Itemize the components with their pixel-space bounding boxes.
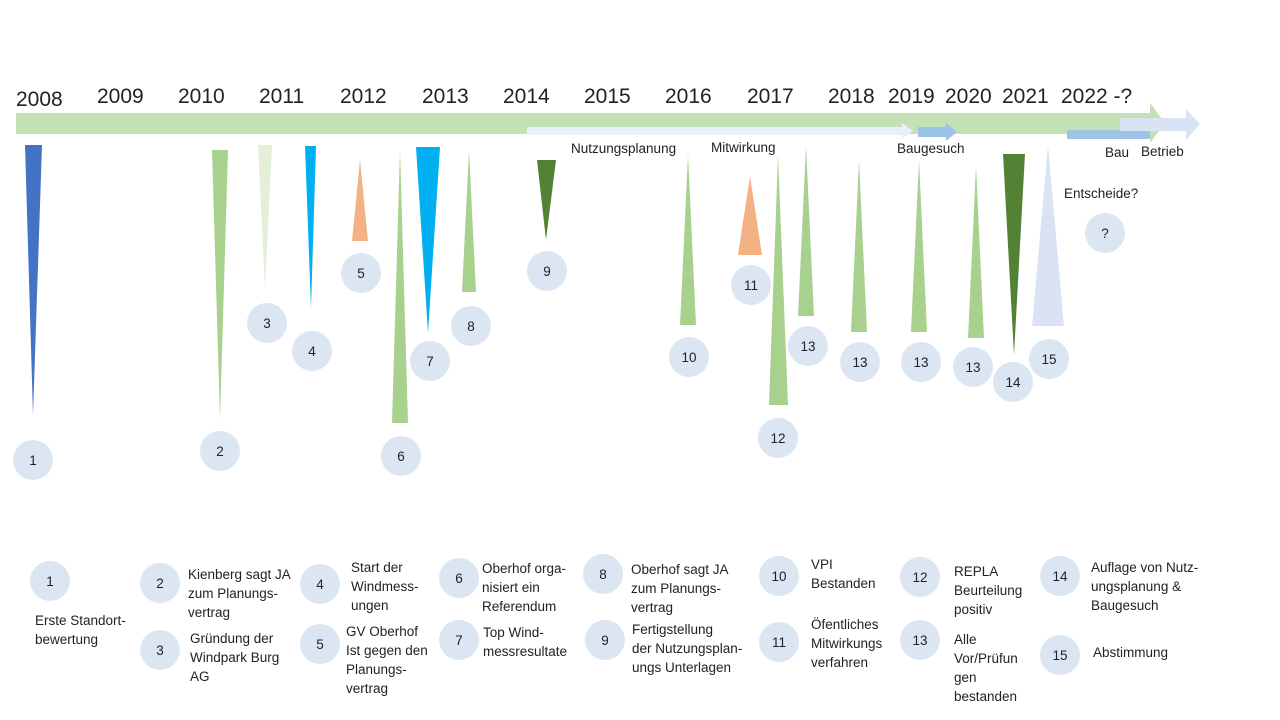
event-circle-6: 6 bbox=[381, 436, 421, 476]
event-circle-13: 13 bbox=[840, 342, 880, 382]
event-circle-9: 9 bbox=[527, 251, 567, 291]
year-label-5: 2012 bbox=[340, 85, 387, 108]
phase-arrow-betrieb bbox=[1120, 109, 1200, 140]
event-circle-1: 1 bbox=[13, 440, 53, 480]
legend-text-8: Oberhof sagt JA zum Planungs-vertrag bbox=[631, 562, 729, 615]
legend-circle-1: 1 bbox=[30, 561, 70, 601]
legend-circle-10: 10 bbox=[759, 556, 799, 596]
event-13d-triangle bbox=[968, 166, 984, 338]
event-11-triangle bbox=[738, 176, 762, 255]
event-circle-12: 12 bbox=[758, 418, 798, 458]
legend-text-1: Erste Standort-bewertung bbox=[35, 613, 126, 647]
event-circle-7: 7 bbox=[410, 341, 450, 381]
legend-circle-13: 13 bbox=[900, 620, 940, 660]
event-circle-15: 15 bbox=[1029, 339, 1069, 379]
legend-text-2: Kienberg sagt JA zum Planungs-vertrag bbox=[188, 567, 291, 620]
year-label-13: 2020 bbox=[945, 85, 992, 108]
event-1-triangle bbox=[25, 145, 42, 415]
legend-text-7: Top Wind-messresultate bbox=[483, 625, 568, 659]
event-15-triangle bbox=[1032, 145, 1064, 326]
legend-text-11: Öfentliches Mitwirkungs verfahren bbox=[811, 617, 883, 670]
legend-text-14: Auflage von Nutz-ungsplanung & Baugesuch bbox=[1091, 560, 1199, 613]
year-label-7: 2014 bbox=[503, 85, 550, 108]
legend-text-5: GV Oberhof Ist gegen den Planungs-vertrag bbox=[346, 624, 428, 696]
event-8-triangle bbox=[462, 150, 476, 292]
phase-arrow-baugesuch bbox=[918, 123, 957, 141]
legend-circle-3: 3 bbox=[140, 630, 180, 670]
event-circle-3: 3 bbox=[247, 303, 287, 343]
phase-label-mitwirkung: Mitwirkung bbox=[711, 140, 776, 155]
event-4-triangle bbox=[305, 146, 316, 308]
event-circle-13: 13 bbox=[953, 347, 993, 387]
legend-text-4: Start der Windmess-ungen bbox=[351, 560, 419, 613]
event-circle-10: 10 bbox=[669, 337, 709, 377]
event-circle-5: 5 bbox=[341, 253, 381, 293]
legend-circle-15: 15 bbox=[1040, 635, 1080, 675]
event-10-triangle bbox=[680, 155, 696, 325]
phase-label-baugesuch: Baugesuch bbox=[897, 141, 965, 156]
question-circle: ? bbox=[1085, 213, 1125, 253]
year-label-8: 2015 bbox=[584, 85, 631, 108]
event-2-triangle bbox=[212, 150, 228, 419]
legend-text-3: Gründung der Windpark Burg AG bbox=[190, 631, 280, 684]
phase-label-betrieb: Betrieb bbox=[1141, 144, 1184, 159]
event-circle-4: 4 bbox=[292, 331, 332, 371]
phase-label-bau: Bau bbox=[1105, 145, 1130, 160]
legend-circle-7: 7 bbox=[439, 620, 479, 660]
legend-circle-11: 11 bbox=[759, 622, 799, 662]
event-3-triangle bbox=[258, 145, 272, 288]
event-13c-triangle bbox=[911, 160, 927, 332]
event-14-triangle bbox=[1003, 154, 1025, 355]
year-label-11: 2018 bbox=[828, 85, 875, 108]
event-12-triangle bbox=[769, 155, 788, 405]
legend-circle-9: 9 bbox=[585, 620, 625, 660]
year-label-2: 2009 bbox=[97, 85, 144, 108]
year-label-12: 2019 bbox=[888, 85, 935, 108]
event-13a-triangle bbox=[798, 146, 814, 316]
event-7-triangle bbox=[416, 147, 440, 333]
phase-arrow-nutzungsplanung bbox=[527, 123, 913, 139]
legend-circle-14: 14 bbox=[1040, 556, 1080, 596]
legend-circle-4: 4 bbox=[300, 564, 340, 604]
legend-circle-5: 5 bbox=[300, 624, 340, 664]
legend-text-6: Oberhof orga-nisiert ein Referendum bbox=[482, 561, 567, 614]
year-label-6: 2013 bbox=[422, 85, 469, 108]
legend-text-12: REPLA Beurteilung positiv bbox=[954, 564, 1023, 617]
entscheide-label: Entscheide? bbox=[1064, 186, 1139, 201]
event-13b-triangle bbox=[851, 160, 867, 332]
legend-circle-2: 2 bbox=[140, 563, 180, 603]
phase-label-nutzungsplanung: Nutzungsplanung bbox=[571, 141, 677, 156]
event-circle-14: 14 bbox=[993, 362, 1033, 402]
event-circle-13: 13 bbox=[901, 342, 941, 382]
legend-text-10: VPI Bestanden bbox=[811, 557, 876, 591]
legend-circle-6: 6 bbox=[439, 558, 479, 598]
event-5-triangle bbox=[352, 160, 368, 241]
phase-arrow-bau bbox=[1067, 130, 1150, 139]
legend-circle-12: 12 bbox=[900, 557, 940, 597]
year-label-14: 2021 bbox=[1002, 85, 1049, 108]
legend-text-9: Fertigstellung der Nutzungsplan-ungs Unte… bbox=[632, 622, 743, 675]
timeline-arrow bbox=[16, 103, 1165, 143]
legend-circle-8: 8 bbox=[583, 554, 623, 594]
event-circle-13: 13 bbox=[788, 326, 828, 366]
legend-text-13: Alle Vor/Prüfun gen bestanden bbox=[954, 632, 1018, 704]
event-6-triangle bbox=[392, 150, 408, 423]
year-label-4: 2011 bbox=[259, 85, 305, 108]
year-label-3: 2010 bbox=[178, 85, 225, 108]
event-circle-8: 8 bbox=[451, 306, 491, 346]
year-label-15: 2022 -? bbox=[1061, 85, 1133, 108]
event-circle-2: 2 bbox=[200, 431, 240, 471]
event-circle-11: 11 bbox=[731, 265, 771, 305]
legend-text-15: Abstimmung bbox=[1093, 645, 1169, 660]
year-label-9: 2016 bbox=[665, 85, 712, 108]
year-label-1: 2008 bbox=[16, 88, 63, 111]
event-9-triangle bbox=[537, 160, 556, 240]
year-label-10: 2017 bbox=[747, 85, 794, 108]
